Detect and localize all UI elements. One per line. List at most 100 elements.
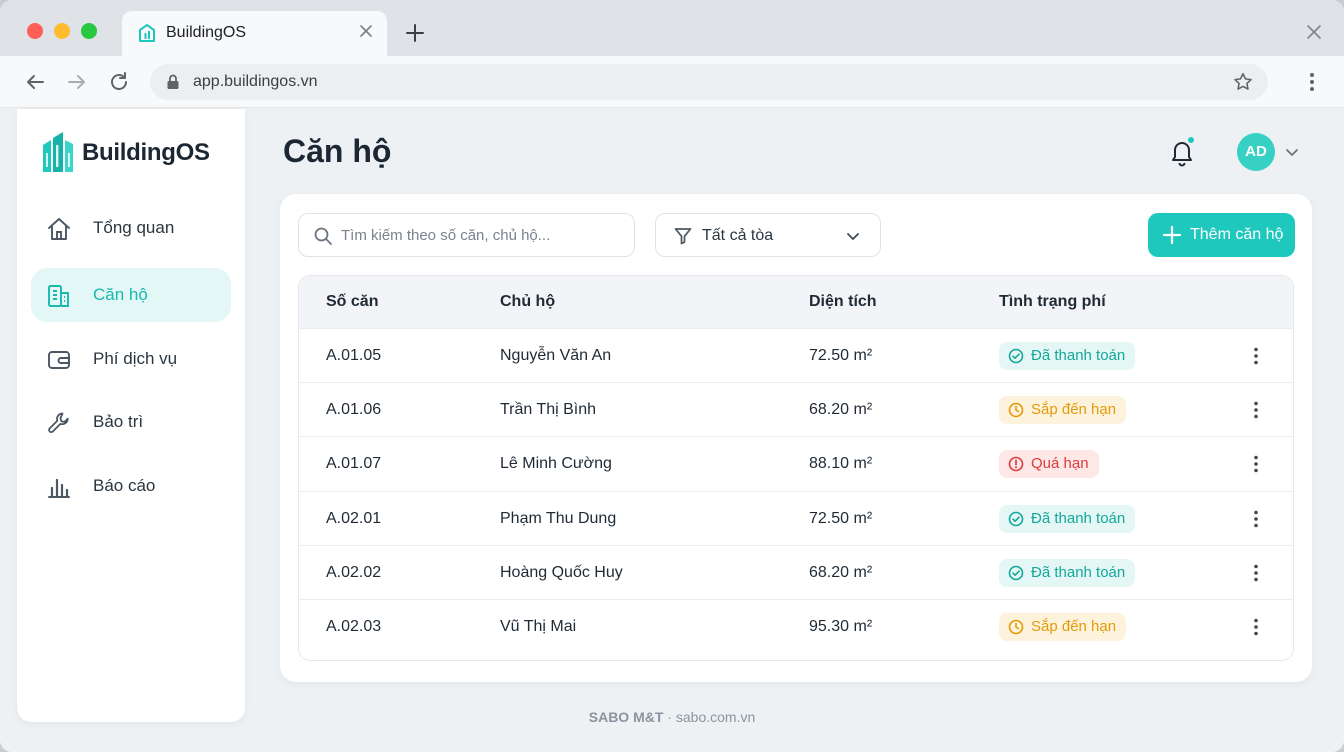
footer-site[interactable]: sabo.com.vn: [675, 709, 756, 725]
unit-number: A.01.06: [326, 401, 382, 419]
sidebar-item-tong-quan[interactable]: Tổng quan: [31, 201, 231, 255]
close-window-button[interactable]: [27, 23, 43, 39]
column-header-fee-status[interactable]: Tình trạng phí: [999, 293, 1106, 310]
status-badge: Đã thanh toán: [999, 342, 1136, 370]
sidebar-item-bao-tri[interactable]: Bảo trì: [31, 395, 231, 449]
url-text: app.buildingos.vn: [193, 73, 318, 90]
close-icon[interactable]: [356, 21, 376, 41]
search-box[interactable]: [298, 213, 635, 257]
unit-number: A.02.01: [326, 509, 382, 527]
owner-name: Hoàng Quốc Huy: [500, 563, 623, 581]
column-header-area[interactable]: Diện tích: [809, 293, 877, 310]
area-value: 88.10 m²: [809, 455, 873, 473]
add-apartment-button[interactable]: Thêm căn hộ: [1148, 213, 1295, 257]
notification-dot: [1186, 135, 1196, 145]
more-vertical-icon[interactable]: [1245, 508, 1267, 530]
unit-number: A.02.03: [326, 618, 382, 635]
owner-name: Trần Thị Bình: [500, 401, 597, 419]
app-content: BuildingOS Tổng quan Căn hộ: [0, 109, 1344, 752]
footer-brand: SABO M&T: [588, 709, 664, 725]
table-row[interactable]: A.01.07 Lê Minh Cường 88.10 m² Quá hạn: [299, 436, 1293, 491]
plus-icon[interactable]: [404, 22, 426, 44]
area-value: 72.50 m²: [809, 509, 873, 527]
reload-icon[interactable]: [107, 70, 131, 94]
notification-bell-icon[interactable]: [1168, 137, 1196, 167]
table-row[interactable]: A.01.05 Nguyễn Văn An 72.50 m² Đã thanh toá…: [299, 328, 1293, 382]
bookmark-star-icon[interactable]: [1232, 71, 1254, 93]
owner-name: Vũ Thị Mai: [500, 618, 577, 635]
unit-number: A.02.02: [326, 563, 382, 581]
status-badge: Sắp đến hạn: [999, 613, 1127, 641]
wallet-icon: [48, 351, 70, 369]
table-row[interactable]: A.02.03 Vũ Thị Mai 95.30 m² Sắp đến hạn: [299, 599, 1293, 653]
owner-name: Phạm Thu Dung: [500, 509, 617, 527]
apartments-card: Tất cả tòa Thêm căn hộ Số căn Chủ hộ Diệ…: [280, 194, 1312, 682]
status-text: Sắp đến hạn: [1031, 401, 1117, 419]
sidebar-item-can-ho[interactable]: Căn hộ: [31, 268, 231, 322]
status-text: Đã thanh toán: [1031, 563, 1126, 581]
status-text: Sắp đến hạn: [1031, 618, 1117, 635]
page-title: Căn hộ: [283, 133, 392, 169]
clock-icon: [1008, 402, 1024, 418]
apartments-table: Số căn Chủ hộ Diện tích Tình trạng phí A…: [298, 275, 1294, 661]
lock-icon: [167, 74, 179, 89]
footer-separator: ·: [667, 709, 672, 725]
browser-tab[interactable]: BuildingOS: [122, 11, 387, 56]
clock-icon: [1008, 619, 1024, 635]
search-input[interactable]: [341, 224, 621, 246]
minimize-window-button[interactable]: [54, 23, 70, 39]
sidebar-item-phi-dich-vu[interactable]: Phí dịch vụ: [31, 332, 231, 386]
filter-label: Tất cả tòa: [702, 227, 774, 244]
column-header-unit[interactable]: Số căn: [326, 293, 379, 310]
status-badge: Quá hạn: [999, 450, 1099, 479]
status-badge: Đã thanh toán: [999, 558, 1136, 587]
status-text: Quá hạn: [1031, 455, 1089, 473]
sidebar-item-bao-cao[interactable]: Báo cáo: [31, 459, 231, 513]
tab-title: BuildingOS: [166, 24, 247, 41]
add-apartment-label: Thêm căn hộ: [1190, 226, 1284, 243]
area-value: 68.20 m²: [809, 401, 873, 419]
unit-number: A.01.05: [326, 347, 382, 364]
sidebar-item-label: Căn hộ: [93, 285, 148, 304]
check-circle-icon: [1008, 565, 1024, 581]
building-favicon-icon: [139, 24, 155, 42]
brand-name: BuildingOS: [82, 139, 210, 166]
column-header-owner[interactable]: Chủ hộ: [500, 293, 556, 310]
more-vertical-icon[interactable]: [1245, 616, 1267, 638]
table-row[interactable]: A.02.01 Phạm Thu Dung 72.50 m² Đã thanh toá…: [299, 490, 1293, 545]
area-value: 68.20 m²: [809, 563, 873, 581]
more-vertical-icon[interactable]: [1245, 562, 1267, 584]
more-vertical-icon[interactable]: [1245, 399, 1267, 421]
tab-bar: BuildingOS: [0, 0, 1344, 56]
building-filter-select[interactable]: Tất cả tòa: [655, 213, 881, 257]
table-row[interactable]: A.02.02 Hoàng Quốc Huy 68.20 m² Đã thanh to…: [299, 544, 1293, 599]
sidebar-item-label: Bảo trì: [93, 412, 144, 431]
wrench-icon: [48, 412, 69, 433]
chevron-down-icon[interactable]: [1283, 143, 1301, 161]
unit-number: A.01.07: [326, 455, 382, 473]
back-arrow-icon[interactable]: [23, 70, 47, 94]
alert-circle-icon: [1008, 457, 1024, 472]
more-vertical-icon[interactable]: [1245, 453, 1267, 475]
status-text: Đã thanh toán: [1031, 347, 1126, 364]
status-badge: Sắp đến hạn: [999, 396, 1127, 425]
status-text: Đã thanh toán: [1031, 509, 1126, 527]
table-row[interactable]: A.01.06 Trần Thị Bình 68.20 m² Sắp đến hạn: [299, 382, 1293, 437]
area-value: 72.50 m²: [809, 347, 873, 364]
check-circle-icon: [1008, 511, 1024, 526]
close-icon[interactable]: [1304, 22, 1324, 42]
search-icon: [314, 227, 332, 245]
buildingos-logo-icon: [43, 132, 73, 172]
filter-icon: [674, 228, 692, 245]
sidebar-item-label: Tổng quan: [93, 218, 175, 237]
address-bar[interactable]: app.buildingos.vn: [150, 64, 1268, 100]
home-icon: [48, 218, 70, 240]
chevron-down-icon: [847, 233, 859, 240]
more-vertical-icon[interactable]: [1300, 70, 1324, 94]
building-icon: [48, 285, 69, 307]
more-vertical-icon[interactable]: [1245, 345, 1267, 367]
maximize-window-button[interactable]: [81, 23, 97, 39]
navigation-bar: app.buildingos.vn: [0, 56, 1344, 108]
avatar[interactable]: AD: [1237, 133, 1275, 171]
forward-arrow-icon[interactable]: [65, 70, 89, 94]
